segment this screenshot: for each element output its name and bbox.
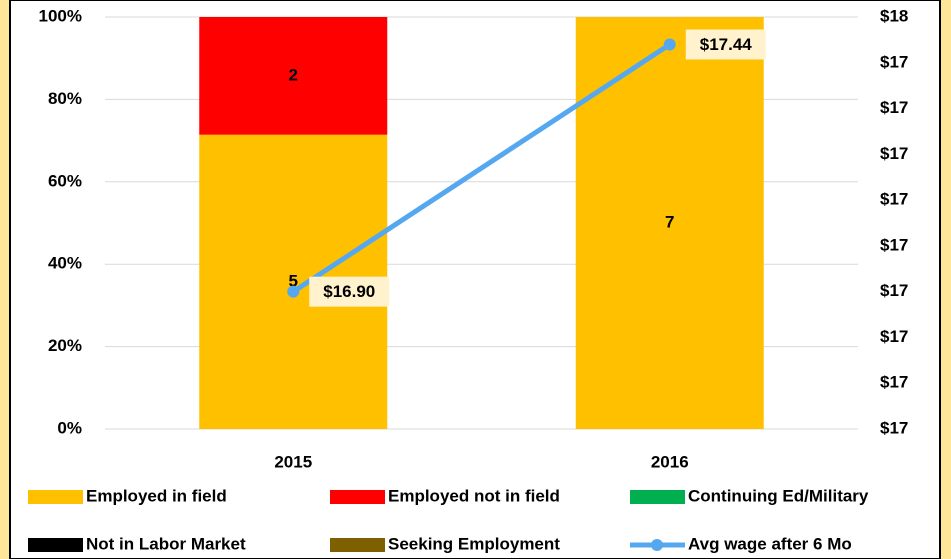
y-tick-label: 80% <box>48 89 82 108</box>
y2-tick-label: $17 <box>880 418 908 437</box>
line <box>291 42 672 294</box>
bar-segment <box>199 17 388 135</box>
y2-tick-label: $17 <box>880 144 908 163</box>
y-tick-label: 60% <box>48 171 82 190</box>
legend-label: Employed not in field <box>388 486 560 505</box>
y-tick-label: 40% <box>48 254 82 273</box>
y2-tick-label: $17 <box>880 327 908 346</box>
y2-tick-label: $18 <box>880 6 908 25</box>
line-marker <box>663 38 676 51</box>
y-tick-label: 0% <box>57 418 82 437</box>
legend-label: Avg wage after 6 Mo <box>688 534 852 553</box>
legend-swatch <box>630 490 685 504</box>
y-tick-label: 100% <box>39 6 82 25</box>
legend-swatch <box>28 490 83 504</box>
data-label: 5 <box>289 271 298 290</box>
legend-label: Continuing Ed/Military <box>688 486 869 505</box>
legend-swatch <box>330 490 385 504</box>
y2-tick-label: $17 <box>880 98 908 117</box>
data-label: 2 <box>289 65 298 84</box>
legend-label: Employed in field <box>86 486 227 505</box>
legend-label: Seeking Employment <box>388 534 560 553</box>
y-tick-label: 20% <box>48 336 82 355</box>
legend-swatch <box>28 538 83 552</box>
y2-tick-label: $17 <box>880 373 908 392</box>
y2-tick-label: $17 <box>880 235 908 254</box>
y2-tick-label: $17 <box>880 190 908 209</box>
legend-swatch <box>330 538 385 552</box>
legend-marker <box>651 539 663 551</box>
legend-label: Not in Labor Market <box>86 534 246 553</box>
data-label-box <box>685 29 766 60</box>
x-tick-label: 2016 <box>651 452 689 471</box>
y2-tick-label: $17 <box>880 52 908 71</box>
x-tick-label: 2015 <box>274 452 312 471</box>
y2-tick-label: $17 <box>880 281 908 300</box>
data-label-box <box>309 276 390 307</box>
data-label: $17.44 <box>700 35 753 54</box>
line-marker <box>287 285 300 298</box>
data-label: $16.90 <box>323 282 375 301</box>
chart-area <box>9 0 941 559</box>
data-label: 7 <box>665 212 674 231</box>
